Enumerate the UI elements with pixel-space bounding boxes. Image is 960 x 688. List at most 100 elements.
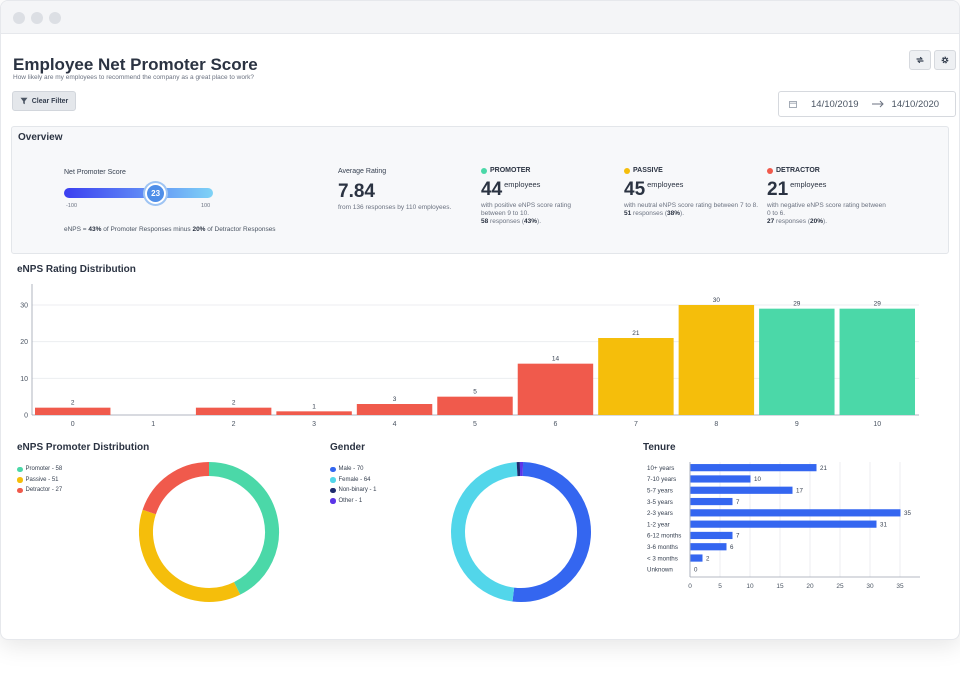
donut-slice[interactable]	[139, 509, 241, 602]
legend-item[interactable]: Detractor - 27	[17, 485, 62, 496]
rating-bar[interactable]	[195, 407, 272, 415]
rating-bar[interactable]	[35, 407, 111, 415]
tenure-bar[interactable]	[690, 543, 727, 551]
bar-value-label: 1	[312, 403, 316, 410]
bar-value-label: 7	[736, 499, 740, 506]
donut-slice[interactable]	[512, 462, 591, 602]
window-control-close[interactable]	[13, 12, 25, 24]
legend-item[interactable]: Male - 70	[330, 464, 377, 475]
refresh-button[interactable]	[909, 50, 931, 70]
bar-value-label: 14	[552, 356, 560, 363]
rating-bar[interactable]	[678, 305, 755, 415]
y-tick-label: 1-2 year	[647, 521, 670, 528]
legend-item[interactable]: Promoter - 58	[17, 464, 62, 475]
gender-donut	[451, 462, 591, 602]
clear-filter-button[interactable]: Clear Filter	[12, 91, 76, 111]
page-subtitle: How likely are my employees to recommend…	[13, 74, 254, 81]
rating-bar[interactable]	[356, 404, 433, 415]
rating-bar[interactable]	[839, 308, 915, 415]
legend-item[interactable]: Passive - 51	[17, 475, 62, 486]
app-window: Employee Net Promoter Score How likely a…	[0, 0, 960, 640]
legend-swatch	[17, 477, 23, 483]
window-control-maximize[interactable]	[49, 12, 61, 24]
passive-count: 45	[624, 178, 646, 200]
y-tick-label: < 3 months	[647, 555, 678, 562]
tenure-bar[interactable]	[690, 497, 733, 506]
legend-swatch	[330, 487, 336, 493]
legend-item[interactable]: Non-binary - 1	[330, 485, 377, 496]
bar-value-label: 17	[796, 487, 803, 494]
x-tick-label: 6	[554, 421, 558, 428]
legend-label: Promoter - 58	[25, 466, 63, 473]
promoter-description: with positive eNPS score rating between …	[481, 201, 571, 217]
rating-bar[interactable]	[276, 411, 352, 415]
donut-slice[interactable]	[142, 462, 210, 515]
gender-legend: Male - 70 Female - 64 Non-binary - 1 Other …	[330, 464, 377, 506]
overview-panel: Overview Net Promoter Score 23 -100 100 …	[11, 126, 949, 254]
promoter-distribution-donut	[139, 462, 279, 602]
nps-max-label: 100	[201, 203, 211, 209]
rating-bar[interactable]	[517, 363, 594, 415]
rating-bar[interactable]	[598, 338, 674, 415]
donut-slice[interactable]	[451, 462, 518, 602]
passive-label: PASSIVE	[633, 167, 663, 174]
y-tick-label: 2-3 years	[647, 510, 673, 517]
bar-value-label: 35	[904, 510, 911, 517]
passive-unit: employees	[647, 179, 684, 189]
y-tick-label: 3-5 years	[647, 499, 673, 506]
tenure-bar[interactable]	[690, 464, 817, 472]
promoter-responses: 58 responses (43%).	[481, 217, 542, 225]
settings-button[interactable]	[934, 50, 956, 70]
refresh-icon	[916, 56, 924, 64]
bar-value-label: 29	[874, 301, 882, 308]
average-rating-label: Average Rating	[338, 168, 387, 175]
y-tick-label: 0	[24, 413, 28, 420]
tenure-bar[interactable]	[690, 475, 751, 483]
calendar-icon	[789, 101, 797, 108]
promoter-label: PROMOTER	[490, 167, 531, 174]
x-tick-label: 15	[776, 583, 784, 590]
legend-swatch	[17, 487, 23, 493]
bar-value-label: 21	[820, 465, 827, 472]
tenure-title: Tenure	[643, 442, 676, 453]
detractor-responses: 27 responses (20%).	[767, 217, 828, 225]
passive-stat: PASSIVE 45 employees with neutral eNPS sc…	[624, 167, 759, 218]
overview-title: Overview	[18, 132, 63, 143]
tenure-bar[interactable]	[690, 486, 793, 494]
rating-bar[interactable]	[437, 396, 513, 415]
legend-item[interactable]: Female - 64	[330, 475, 377, 486]
bar-value-label: 2	[71, 400, 75, 407]
legend-item[interactable]: Other - 1	[330, 496, 377, 507]
window-control-minimize[interactable]	[31, 12, 43, 24]
tenure-bar[interactable]	[690, 509, 901, 517]
tenure-bar[interactable]	[690, 554, 703, 562]
date-start[interactable]: 14/10/2019	[811, 98, 859, 110]
date-end[interactable]: 14/10/2020	[891, 98, 940, 110]
date-range-picker[interactable]: 14/10/2019 14/10/2020	[778, 91, 956, 117]
donut-slice[interactable]	[208, 462, 279, 595]
x-tick-label: 1	[151, 421, 155, 428]
bar-value-label: 2	[706, 555, 710, 562]
bar-value-label: 10	[754, 476, 761, 483]
bar-value-label: 21	[632, 330, 640, 337]
bar-value-label: 7	[736, 533, 740, 540]
rating-distribution-title: eNPS Rating Distribution	[17, 264, 136, 275]
rating-bar[interactable]	[759, 308, 835, 415]
enps-formula-note: eNPS = 43% of Promoter Responses minus 2…	[64, 226, 276, 233]
tenure-bar[interactable]	[690, 531, 733, 540]
x-tick-label: 2	[232, 421, 236, 428]
y-tick-label: 5-7 years	[647, 487, 673, 494]
legend-swatch	[330, 466, 336, 472]
legend-swatch	[330, 477, 336, 483]
x-tick-label: 9	[795, 421, 799, 428]
legend-swatch	[330, 498, 336, 504]
x-tick-label: 5	[473, 421, 477, 428]
promoter-distribution-title: eNPS Promoter Distribution	[17, 442, 150, 453]
tenure-bar[interactable]	[690, 520, 877, 528]
x-tick-label: 35	[896, 583, 904, 590]
detractor-label: DETRACTOR	[776, 167, 820, 174]
x-tick-label: 30	[866, 583, 874, 590]
y-tick-label: Unknown	[647, 567, 673, 574]
legend-label: Male - 70	[338, 466, 364, 473]
